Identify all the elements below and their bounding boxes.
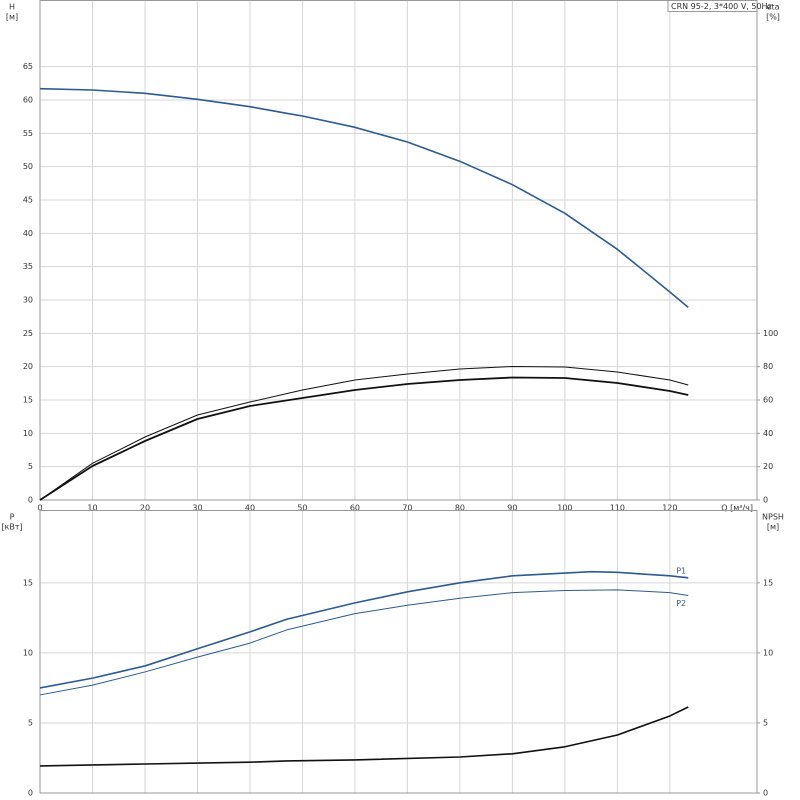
- y2-tick-label: 40: [763, 429, 773, 438]
- y2-axis-unit: [м]: [767, 523, 779, 532]
- y2-axis-unit: [%]: [766, 13, 780, 22]
- x-tick-label: 10: [87, 504, 97, 513]
- y-tick-label: 40: [23, 229, 33, 238]
- y2-tick-label: 100: [763, 329, 778, 338]
- y-axis-label: P: [10, 513, 15, 522]
- x-tick-label: 70: [402, 504, 412, 513]
- x-tick-label: 80: [455, 504, 465, 513]
- curve: [39, 366, 689, 501]
- y-tick-label: 15: [23, 578, 33, 587]
- title-box: [667, 0, 758, 12]
- x-tick-label: 30: [192, 504, 202, 513]
- chart-title: CRN 95-2, 3*400 V, 50Hz: [671, 2, 772, 11]
- curve: [39, 87, 689, 308]
- y-tick-label: 5: [28, 462, 33, 471]
- x-tick-label: 110: [610, 504, 625, 513]
- curve: [39, 376, 689, 501]
- y-tick-label: 25: [23, 329, 33, 338]
- y-tick-label: 0: [28, 496, 33, 505]
- x-tick-label: 50: [297, 504, 307, 513]
- curve: [39, 589, 689, 696]
- y2-tick-label: 0: [763, 496, 768, 505]
- x-tick-label: 40: [245, 504, 255, 513]
- curve: [39, 570, 689, 689]
- x-tick-label: 100: [557, 504, 572, 513]
- y-tick-label: 65: [23, 62, 33, 71]
- y-tick-label: 10: [23, 648, 33, 657]
- x-tick-label: 60: [350, 504, 360, 513]
- y2-tick-label: 10: [763, 648, 773, 657]
- y-tick-label: 45: [23, 196, 33, 205]
- y2-tick-label: 5: [763, 718, 768, 727]
- y2-tick-label: 80: [763, 362, 773, 371]
- y-tick-label: 5: [28, 718, 33, 727]
- y2-tick-label: 0: [763, 789, 768, 798]
- y2-axis-label: eta: [767, 3, 780, 12]
- y-tick-label: 55: [23, 129, 33, 138]
- y2-tick-label: 60: [763, 396, 773, 405]
- x-tick-label: 20: [140, 504, 150, 513]
- y-axis-unit: [кВт]: [1, 523, 22, 532]
- y-tick-label: 30: [23, 296, 33, 305]
- y-axis-unit: [м]: [6, 13, 18, 22]
- y-axis-label: H: [9, 3, 15, 12]
- x-tick-label: 90: [507, 504, 517, 513]
- y2-axis-label: NPSH: [762, 513, 784, 522]
- y-tick-label: 10: [23, 429, 33, 438]
- y-tick-label: 20: [23, 362, 33, 371]
- x-axis-label: Q [м³/ч]: [721, 504, 753, 513]
- plot-frame: [39, 0, 758, 501]
- y2-tick-label: 20: [763, 462, 773, 471]
- y2-tick-label: 15: [763, 578, 773, 587]
- x-tick-label: 0: [37, 504, 42, 513]
- y-tick-label: 50: [23, 162, 33, 171]
- y-tick-label: 15: [23, 396, 33, 405]
- y-tick-label: 35: [23, 262, 33, 271]
- curve-label: P2: [676, 599, 686, 608]
- curve: [39, 706, 689, 767]
- plot-frame: [39, 510, 758, 794]
- y-tick-label: 0: [28, 789, 33, 798]
- x-tick-label: 120: [662, 504, 677, 513]
- y-tick-label: 60: [23, 96, 33, 105]
- curve-label: P1: [676, 566, 686, 575]
